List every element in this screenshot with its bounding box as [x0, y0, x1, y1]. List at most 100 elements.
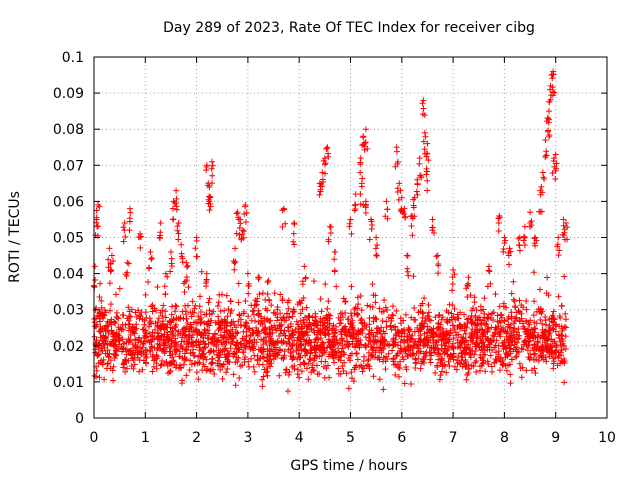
data-point — [142, 309, 149, 316]
data-point — [311, 317, 318, 324]
data-point — [360, 357, 367, 364]
data-point — [270, 355, 277, 362]
data-point — [316, 346, 323, 353]
data-point — [420, 360, 427, 367]
data-point — [194, 320, 201, 327]
data-point — [182, 308, 189, 315]
data-point — [351, 202, 358, 209]
data-point — [93, 207, 100, 214]
data-point — [124, 315, 131, 322]
x-tick-label: 6 — [397, 430, 406, 446]
data-point — [415, 348, 422, 355]
data-point — [106, 307, 113, 314]
data-point — [104, 341, 111, 348]
data-point — [265, 277, 272, 284]
data-point — [373, 234, 380, 241]
data-point — [427, 317, 434, 324]
data-point — [231, 321, 238, 328]
data-point — [223, 354, 230, 361]
data-point — [432, 369, 439, 376]
data-point — [294, 356, 301, 363]
data-point — [341, 359, 348, 366]
data-point — [214, 302, 221, 309]
x-tick-label: 2 — [192, 430, 201, 446]
data-point — [374, 355, 381, 362]
data-point — [425, 157, 432, 164]
data-point — [174, 223, 181, 230]
data-point — [416, 155, 423, 162]
data-point — [342, 298, 349, 305]
data-point — [393, 308, 400, 315]
data-point — [445, 309, 452, 316]
data-point — [278, 330, 285, 337]
data-point — [107, 341, 114, 347]
data-point — [285, 328, 292, 335]
data-point — [416, 160, 423, 167]
data-point — [361, 143, 368, 150]
data-point — [389, 347, 396, 354]
data-point — [191, 352, 198, 359]
data-point — [443, 328, 450, 335]
data-point — [251, 368, 258, 375]
data-point — [319, 352, 326, 359]
data-point — [206, 183, 213, 190]
data-point — [135, 337, 142, 344]
data-point — [406, 326, 413, 333]
data-point — [127, 209, 134, 216]
data-point — [256, 361, 263, 368]
data-point — [239, 227, 246, 234]
data-point — [519, 320, 526, 327]
data-point — [311, 367, 318, 374]
data-point — [348, 369, 355, 376]
data-point — [513, 314, 520, 321]
data-point — [240, 310, 247, 317]
data-point — [98, 297, 105, 304]
data-point — [544, 128, 551, 135]
data-point — [467, 354, 474, 361]
x-tick-label: 4 — [295, 430, 304, 446]
data-point — [503, 336, 510, 343]
data-point — [282, 220, 289, 227]
data-point — [518, 302, 525, 309]
data-point — [531, 240, 538, 247]
data-point — [382, 213, 389, 220]
data-point — [395, 373, 402, 380]
data-point — [327, 223, 334, 230]
data-point — [523, 306, 530, 313]
data-point — [148, 255, 155, 262]
data-point — [353, 350, 360, 357]
data-point — [235, 299, 242, 306]
data-point — [383, 324, 390, 331]
data-point — [146, 331, 153, 338]
data-point — [221, 307, 228, 314]
data-point — [219, 363, 226, 370]
data-point — [126, 308, 133, 315]
data-point — [149, 368, 156, 375]
data-point — [96, 328, 103, 335]
data-point — [555, 293, 562, 300]
data-point — [208, 360, 215, 367]
data-point — [159, 357, 166, 364]
data-point — [291, 362, 298, 369]
data-point — [505, 261, 512, 268]
data-point — [337, 357, 344, 364]
data-point — [302, 352, 309, 359]
data-point — [264, 290, 271, 297]
data-point — [178, 380, 185, 387]
data-point — [215, 299, 222, 306]
data-point — [146, 347, 153, 354]
data-point — [485, 325, 492, 332]
chart-title: Day 289 of 2023, Rate Of TEC Index for r… — [163, 20, 535, 36]
data-point — [321, 170, 328, 177]
data-point — [398, 194, 405, 201]
data-point — [266, 318, 273, 325]
data-point — [159, 318, 166, 325]
data-point — [485, 361, 492, 368]
data-point — [108, 252, 115, 259]
data-point — [542, 313, 549, 320]
data-point — [523, 298, 530, 305]
data-point — [234, 358, 241, 365]
data-point — [333, 283, 340, 290]
data-point — [410, 204, 417, 211]
data-point — [173, 206, 180, 213]
